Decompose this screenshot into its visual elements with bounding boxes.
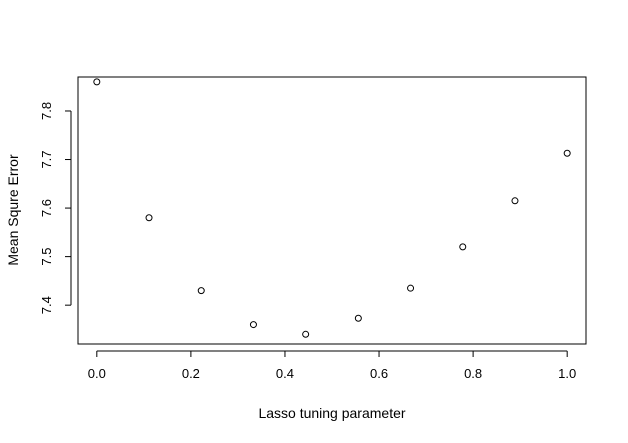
y-tick-label: 7.7 (39, 150, 54, 168)
x-axis: 0.0 0.2 0.4 0.6 0.8 1.0 (88, 350, 576, 381)
y-axis: 7.4 7.5 7.6 7.7 7.8 (39, 102, 72, 314)
y-tick-label: 7.4 (39, 296, 54, 314)
data-point (354, 314, 362, 322)
data-points (93, 78, 571, 338)
y-tick-label: 7.5 (39, 248, 54, 266)
data-point (511, 197, 519, 205)
x-tick-label: 0.4 (276, 366, 294, 381)
data-point (459, 243, 467, 251)
data-point (145, 214, 153, 222)
data-point (302, 330, 310, 338)
x-tick-label: 0.2 (182, 366, 200, 381)
y-axis-title: Mean Squre Error (5, 154, 21, 266)
plot-frame (77, 76, 587, 345)
x-tick-label: 1.0 (558, 366, 576, 381)
data-point (249, 321, 257, 329)
data-point (197, 287, 205, 295)
x-tick-label: 0.0 (88, 366, 106, 381)
y-tick-label: 7.6 (39, 199, 54, 217)
data-point (93, 78, 101, 86)
y-tick-label: 7.8 (39, 102, 54, 120)
x-axis-title: Lasso tuning parameter (258, 405, 405, 421)
data-point (563, 149, 571, 157)
data-point (407, 284, 415, 292)
x-tick-label: 0.6 (370, 366, 388, 381)
x-tick-label: 0.8 (464, 366, 482, 381)
